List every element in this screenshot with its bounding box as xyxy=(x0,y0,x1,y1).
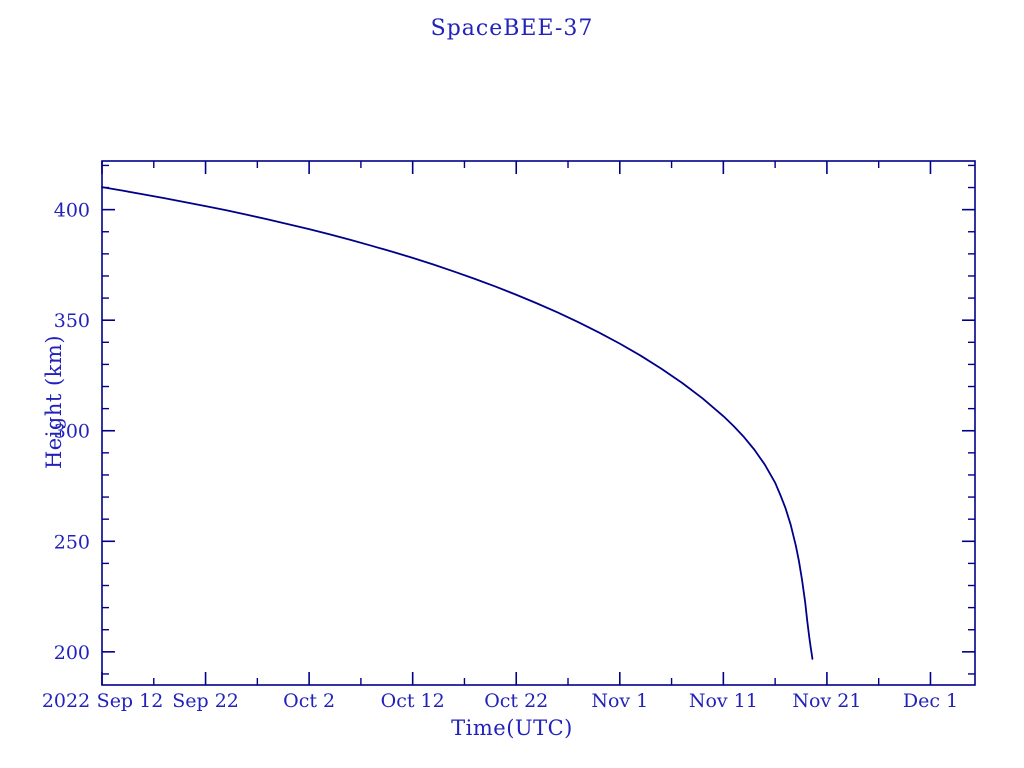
y-axis-minor-ticks xyxy=(102,164,975,675)
x-tick-label: Oct 22 xyxy=(484,690,548,712)
y-tick-label: 300 xyxy=(54,421,90,443)
x-tick-label: Sep 22 xyxy=(172,690,239,712)
x-tick-label: Nov 1 xyxy=(591,690,648,712)
x-tick-label: Nov 21 xyxy=(792,690,861,712)
x-axis-year-label: 2022 xyxy=(42,690,90,712)
height-decay-curve xyxy=(101,186,814,660)
y-tick-label: 400 xyxy=(54,200,90,222)
y-tick-label: 350 xyxy=(54,310,90,332)
x-tick-label: Nov 11 xyxy=(689,690,758,712)
x-tick-label: Oct 2 xyxy=(283,690,335,712)
chart-title: SpaceBEE-37 xyxy=(430,16,594,41)
x-tick-label: Oct 12 xyxy=(381,690,445,712)
x-axis-minor-ticks xyxy=(153,161,880,685)
plot-frame xyxy=(101,160,976,686)
y-axis-major-ticks xyxy=(102,208,975,653)
y-axis-title: Height (km) xyxy=(42,334,66,470)
x-tick-label: Dec 1 xyxy=(903,690,958,712)
x-tick-label: Sep 12 xyxy=(97,690,164,712)
x-axis-major-ticks xyxy=(101,161,932,685)
y-tick-label: 200 xyxy=(54,642,90,664)
y-axis-tick-labels: 200 250 300 350 400 xyxy=(54,200,90,664)
x-axis-title: Time(UTC) xyxy=(451,716,573,740)
y-tick-label: 250 xyxy=(54,531,90,553)
x-axis-tick-labels: Sep 12 Sep 22 Oct 2 Oct 12 Oct 22 Nov 1 Nov 11… xyxy=(97,690,958,712)
